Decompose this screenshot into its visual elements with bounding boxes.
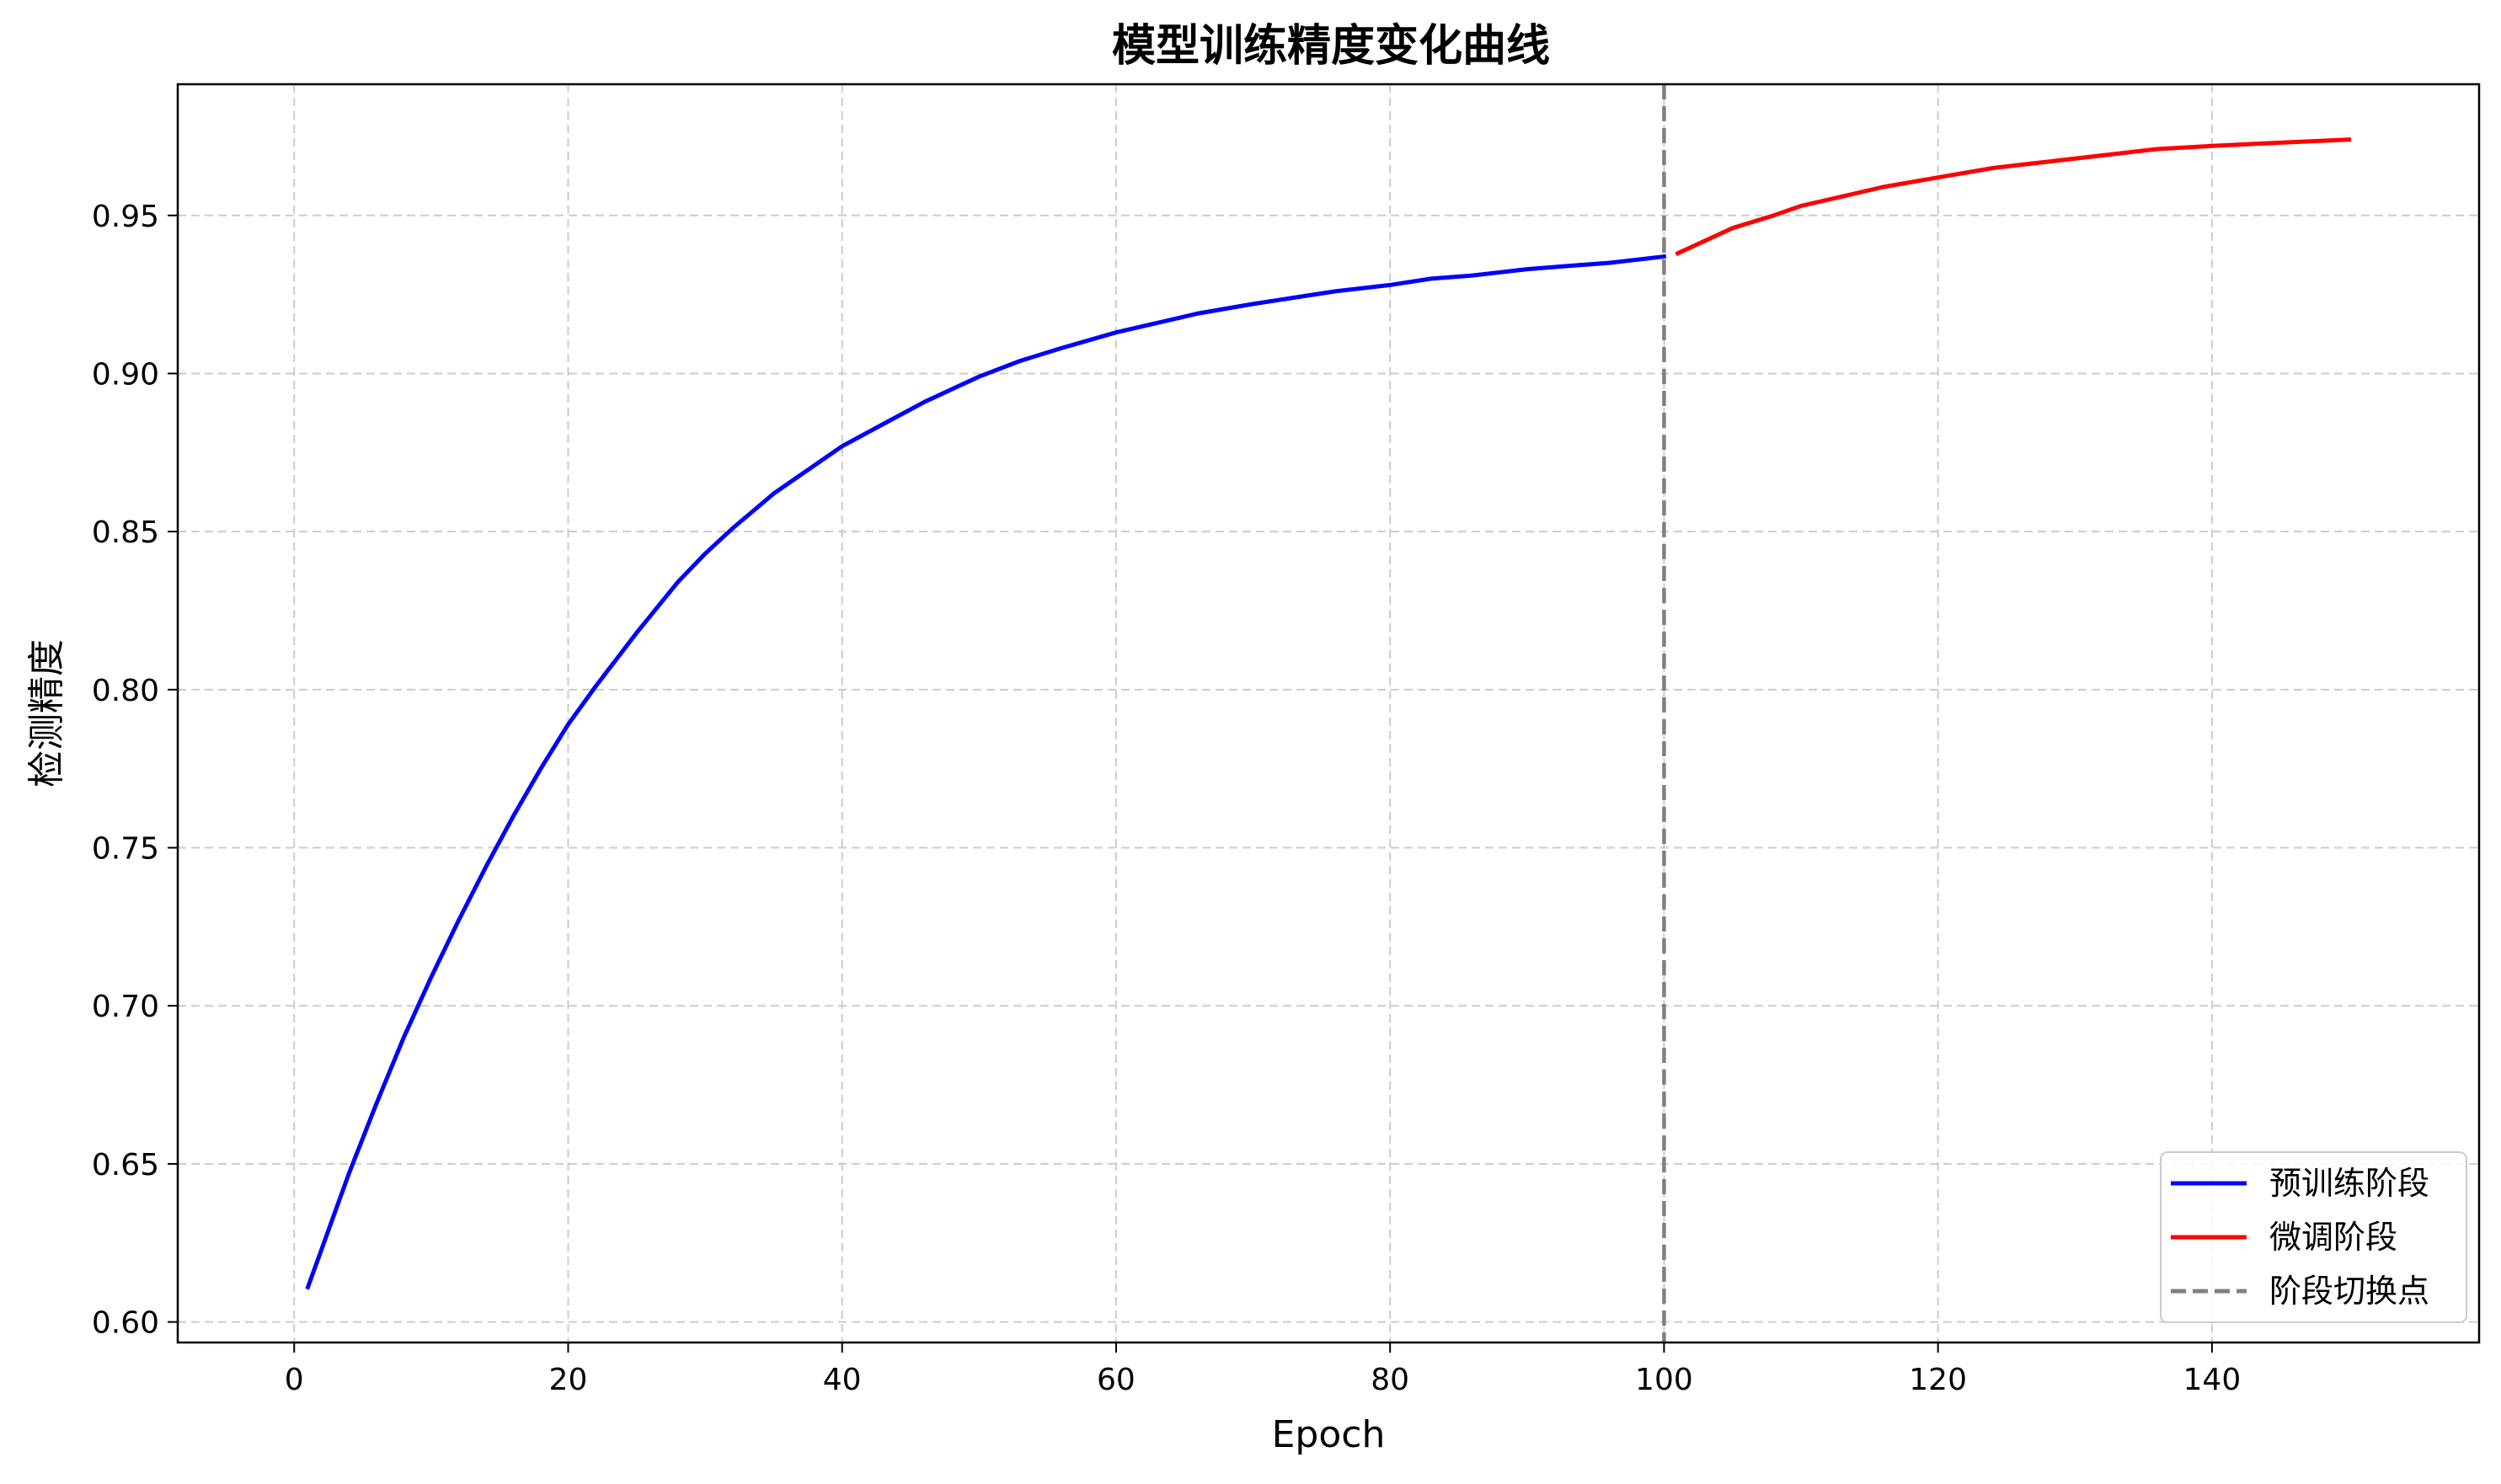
x-axis-title: Epoch (1272, 1413, 1386, 1456)
y-tick-label: 0.70 (92, 990, 159, 1024)
y-tick-label: 0.85 (92, 515, 159, 550)
tick-layer: 0 20 40 60 80 100 120 140 0.60 0.65 0.70 0.75 0.80 0.… (92, 200, 2241, 1397)
x-tick-label: 80 (1371, 1363, 1409, 1397)
x-tick-label: 0 (285, 1363, 304, 1397)
x-tick-label: 100 (1635, 1363, 1693, 1397)
x-tick-label: 120 (1909, 1363, 1967, 1397)
series-line-2 (1675, 137, 2352, 257)
plot-frame (176, 83, 2481, 1344)
y-tick-label: 0.90 (92, 357, 159, 392)
y-tick-label: 0.60 (92, 1306, 159, 1341)
y-tick-label: 0.80 (92, 674, 159, 708)
x-tick-label: 40 (823, 1363, 862, 1397)
y-tick-label: 0.95 (92, 200, 159, 234)
x-tick-label: 60 (1097, 1363, 1136, 1397)
series-layer (305, 137, 2352, 1290)
chart-title: 模型训练精度变化曲线 (1112, 21, 1550, 72)
y-tick-label: 0.65 (92, 1148, 159, 1182)
x-tick-label: 20 (549, 1363, 588, 1397)
series-line-1 (305, 254, 1667, 1290)
legend-label-3: 阶段切换点 (2269, 1273, 2429, 1310)
legend-label-2: 微调阶段 (2269, 1219, 2397, 1256)
legend-label-1: 预训练阶段 (2269, 1165, 2429, 1202)
legend-box (2160, 1151, 2467, 1323)
y-axis-title: 检测精度 (25, 639, 68, 787)
y-tick-label: 0.75 (92, 832, 159, 867)
x-tick-label: 140 (2183, 1363, 2242, 1397)
grid (178, 84, 2479, 1343)
